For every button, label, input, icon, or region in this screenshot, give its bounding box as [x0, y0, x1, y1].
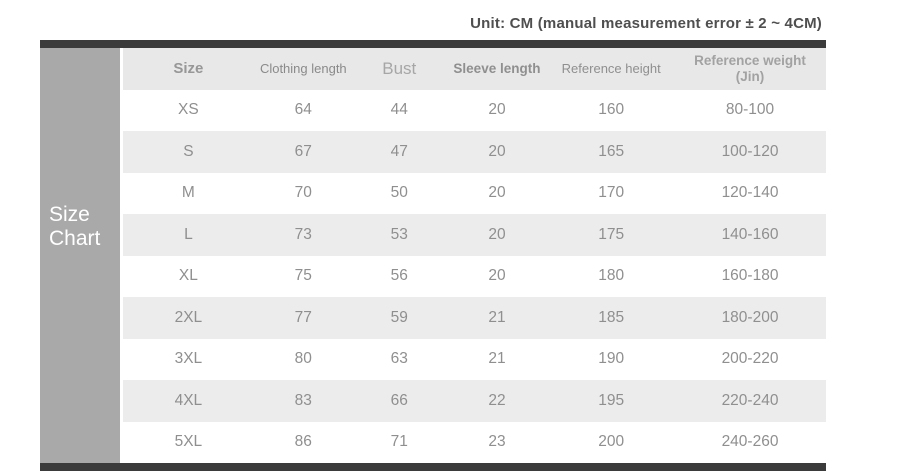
table-row-4XL-cell-4: 195	[598, 391, 625, 409]
sidebar-title-line2: Chart	[49, 226, 101, 250]
table-row-2XL-cell-1: 77	[294, 308, 312, 326]
size-table: Size Clothing length Bust Sleeve length Refe…	[123, 48, 826, 463]
table-row-S-cell-0: S	[183, 142, 194, 160]
table-row-M-cell-4: 170	[598, 184, 625, 202]
table-row-XS-cell-3: 20	[488, 101, 506, 119]
table-row-XS-cell-1: 64	[294, 101, 312, 119]
table-row-2XL: 2XL 77 59 21 185 180-200	[123, 297, 826, 339]
size-chart-panel: Size Chart Size Clothing length Bust Sleeve…	[40, 40, 826, 471]
table-row-5XL: 5XL 86 71 23 200 240-260	[123, 422, 826, 464]
bottom-bar	[40, 463, 826, 471]
table-row-S-cell-2: 47	[390, 142, 408, 160]
table-row-L-cell-0: L	[184, 225, 193, 243]
table-row-S-cell-1: 67	[294, 142, 312, 160]
table-header-row-cell-5: Reference weight (Jin)	[694, 53, 806, 84]
table-row-XL-cell-1: 75	[294, 267, 312, 285]
size-chart-content: Size Chart Size Clothing length Bust Sleeve…	[40, 48, 826, 463]
table-row-XS: XS 64 44 20 160 80-100	[123, 90, 826, 132]
table-row-M-cell-2: 50	[390, 184, 408, 202]
table-row-L-cell-1: 73	[294, 225, 312, 243]
table-row-5XL-cell-5: 240-260	[721, 433, 779, 451]
size-chart-sidebar: Size Chart	[40, 48, 120, 463]
table-row-5XL-cell-0: 5XL	[174, 433, 203, 451]
table-row-XL-cell-4: 180	[598, 267, 625, 285]
table-row-4XL-cell-5: 220-240	[721, 391, 779, 409]
table-row-S-cell-4: 165	[598, 142, 625, 160]
table-row-M-cell-0: M	[181, 184, 195, 202]
table-row-4XL-cell-0: 4XL	[174, 391, 203, 409]
table-row-S-cell-5: 100-120	[721, 142, 779, 160]
table-row-L-cell-4: 175	[598, 225, 625, 243]
table-row-XS-cell-5: 80-100	[725, 101, 775, 119]
table-row-4XL: 4XL 83 66 22 195 220-240	[123, 380, 826, 422]
table-row-2XL-cell-2: 59	[390, 308, 408, 326]
table-row-3XL: 3XL 80 63 21 190 200-220	[123, 339, 826, 381]
table-row-XL-cell-2: 56	[390, 267, 408, 285]
table-row-XL-cell-3: 20	[488, 267, 506, 285]
sidebar-title-line1: Size	[49, 203, 90, 227]
table-row-S: S 67 47 20 165 100-120	[123, 131, 826, 173]
table-header-row-cell-1: Clothing length	[259, 61, 347, 77]
table-row-5XL-cell-3: 23	[488, 433, 506, 451]
table-row-3XL-cell-5: 200-220	[721, 350, 779, 368]
table-row-5XL-cell-1: 86	[294, 433, 312, 451]
table-row-3XL-cell-3: 21	[488, 350, 506, 368]
table-row-L-cell-3: 20	[488, 225, 506, 243]
table-row-3XL-cell-0: 3XL	[174, 350, 203, 368]
table-row-3XL-cell-4: 190	[598, 350, 625, 368]
table-row-2XL-cell-3: 21	[488, 308, 506, 326]
table-row-L: L 73 53 20 175 140-160	[123, 214, 826, 256]
table-row-4XL-cell-3: 22	[488, 391, 506, 409]
table-row-XS-cell-0: XS	[178, 101, 199, 119]
table-row-2XL-cell-4: 185	[598, 308, 625, 326]
table-header-row: Size Clothing length Bust Sleeve length Refe…	[123, 48, 826, 90]
table-header-row-cell-4: Reference height	[561, 61, 661, 77]
table-row-4XL-cell-1: 83	[294, 391, 312, 409]
table-row-XL-cell-5: 160-180	[721, 267, 779, 285]
table-row-4XL-cell-2: 66	[390, 391, 408, 409]
table-row-3XL-cell-2: 63	[390, 350, 408, 368]
table-row-L-cell-5: 140-160	[721, 225, 779, 243]
table-row-XL-cell-0: XL	[178, 267, 198, 285]
table-header-row-cell-3: Sleeve length	[453, 61, 541, 77]
table-row-5XL-cell-4: 200	[598, 433, 625, 451]
table-row-S-cell-3: 20	[488, 142, 506, 160]
table-row-2XL-cell-5: 180-200	[721, 308, 779, 326]
table-row-M-cell-5: 120-140	[721, 184, 779, 202]
table-row-M: M 70 50 20 170 120-140	[123, 173, 826, 215]
table-row-XS-cell-4: 160	[598, 101, 625, 119]
unit-note: Unit: CM (manual measurement error ± 2 ~…	[470, 15, 822, 32]
table-row-M-cell-3: 20	[488, 184, 506, 202]
table-row-5XL-cell-2: 71	[390, 433, 408, 451]
table-header-row-cell-0: Size	[173, 60, 204, 78]
table-row-2XL-cell-0: 2XL	[174, 308, 203, 326]
table-row-L-cell-2: 53	[390, 225, 408, 243]
top-bar	[40, 40, 826, 48]
table-row-XL: XL 75 56 20 180 160-180	[123, 256, 826, 298]
table-row-3XL-cell-1: 80	[294, 350, 312, 368]
sidebar-title: Size Chart	[40, 203, 120, 249]
table-row-M-cell-1: 70	[294, 184, 312, 202]
table-row-XS-cell-2: 44	[390, 101, 408, 119]
table-header-row-cell-2: Bust	[382, 58, 417, 78]
